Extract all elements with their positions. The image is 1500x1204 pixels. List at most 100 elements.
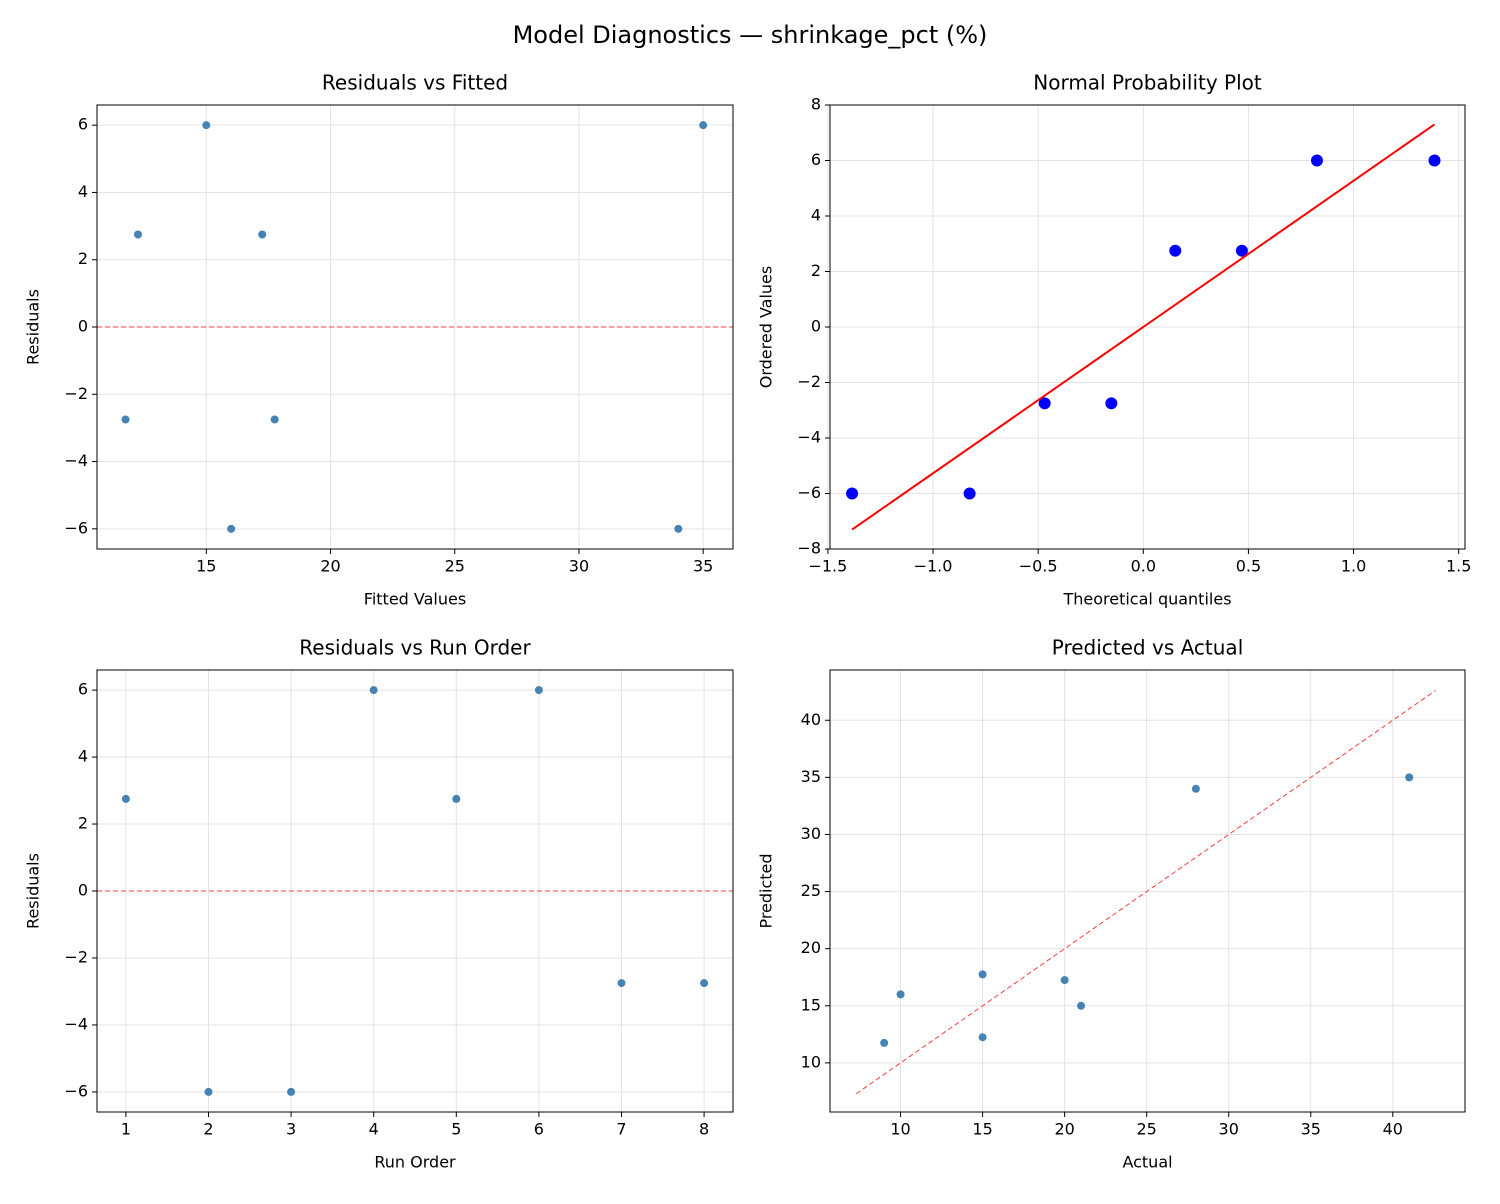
point — [1038, 397, 1051, 410]
x-tick-label: −1.0 — [914, 557, 953, 576]
x-tick-label: 40 — [1383, 1120, 1403, 1139]
x-axis-label: Actual — [1122, 1153, 1172, 1172]
subplot-title: Normal Probability Plot — [1033, 71, 1262, 95]
point — [978, 1033, 987, 1042]
y-tick-label: −2 — [64, 384, 88, 403]
point — [258, 230, 267, 239]
subplot-title: Residuals vs Fitted — [322, 71, 508, 95]
fit-line — [851, 123, 1436, 531]
point — [534, 686, 543, 695]
x-tick-label: 7 — [616, 1120, 626, 1139]
y-tick-label: 2 — [78, 814, 88, 833]
point — [1169, 244, 1182, 257]
x-tick-label: 5 — [451, 1120, 461, 1139]
point — [369, 686, 378, 695]
point — [963, 487, 976, 500]
x-tick-label: 30 — [569, 557, 589, 576]
point — [674, 524, 683, 533]
point — [1310, 154, 1323, 167]
y-tick-label: 0 — [811, 317, 821, 336]
y-tick-label: 20 — [801, 938, 821, 957]
x-tick-label: 0.0 — [1131, 557, 1156, 576]
y-tick-label: −6 — [64, 518, 88, 537]
point — [700, 979, 709, 988]
y-axis-label: Residuals — [24, 853, 43, 929]
x-axis-label: Fitted Values — [364, 590, 466, 609]
x-tick-label: 1 — [121, 1120, 131, 1139]
point — [1405, 773, 1414, 782]
y-tick-label: 8 — [811, 95, 821, 114]
y-tick-label: 25 — [801, 881, 821, 900]
axes-frame — [96, 104, 734, 550]
y-tick-label: −8 — [797, 539, 821, 558]
subplot-title: Predicted vs Actual — [1052, 636, 1244, 660]
x-tick-label: −0.5 — [1019, 557, 1058, 576]
x-tick-label: 20 — [1054, 1120, 1074, 1139]
y-tick-label: 15 — [801, 995, 821, 1014]
point — [1105, 397, 1118, 410]
point — [1060, 976, 1069, 985]
x-tick-label: 15 — [196, 557, 216, 576]
x-tick-label: 25 — [445, 557, 465, 576]
y-tick-label: −6 — [797, 483, 821, 502]
x-tick-label: 0.5 — [1236, 557, 1261, 576]
point — [1077, 1001, 1086, 1010]
point — [121, 794, 130, 803]
y-axis-label: Predicted — [757, 853, 776, 928]
point — [133, 230, 142, 239]
point — [202, 121, 211, 130]
y-tick-label: 2 — [811, 261, 821, 280]
point — [880, 1038, 889, 1047]
y-tick-label: 4 — [78, 747, 88, 766]
point — [617, 979, 626, 988]
point — [227, 524, 236, 533]
y-tick-label: 30 — [801, 824, 821, 843]
x-tick-label: 1.5 — [1446, 557, 1471, 576]
figure-title: Model Diagnostics — shrinkage_pct (%) — [513, 21, 988, 49]
x-tick-label: −1.5 — [808, 557, 847, 576]
x-axis-label: Theoretical quantiles — [1062, 590, 1231, 609]
y-tick-label: 35 — [801, 767, 821, 786]
x-tick-label: 3 — [286, 1120, 296, 1139]
point — [846, 487, 859, 500]
y-axis-label: Ordered Values — [757, 266, 776, 388]
y-tick-label: 40 — [801, 710, 821, 729]
y-tick-label: 0 — [78, 881, 88, 900]
y-tick-label: 10 — [801, 1052, 821, 1071]
x-tick-label: 4 — [369, 1120, 379, 1139]
x-tick-label: 10 — [890, 1120, 910, 1139]
point — [1428, 154, 1441, 167]
x-tick-label: 25 — [1136, 1120, 1156, 1139]
x-tick-label: 8 — [699, 1120, 709, 1139]
point — [1191, 784, 1200, 793]
y-tick-label: 6 — [811, 150, 821, 169]
y-axis-label: Residuals — [24, 289, 43, 365]
point — [121, 415, 130, 424]
x-tick-label: 30 — [1219, 1120, 1239, 1139]
subplot-title: Residuals vs Run Order — [299, 636, 531, 660]
y-tick-label: 0 — [78, 317, 88, 336]
point — [270, 415, 279, 424]
point — [699, 121, 708, 130]
y-tick-label: 2 — [78, 249, 88, 268]
y-tick-label: −6 — [64, 1081, 88, 1100]
axes-frame — [829, 669, 1466, 1113]
point — [896, 990, 905, 999]
y-tick-label: −4 — [797, 428, 821, 447]
point — [204, 1087, 213, 1096]
fit-line — [855, 690, 1436, 1095]
axes-frame — [829, 104, 1466, 550]
x-tick-label: 20 — [320, 557, 340, 576]
x-tick-label: 1.0 — [1341, 557, 1366, 576]
point — [978, 970, 987, 979]
y-tick-label: −2 — [64, 947, 88, 966]
axes-frame — [96, 669, 734, 1113]
y-tick-label: 4 — [811, 206, 821, 225]
x-axis-label: Run Order — [374, 1153, 456, 1172]
y-tick-label: −2 — [797, 372, 821, 391]
x-tick-label: 6 — [534, 1120, 544, 1139]
x-tick-label: 35 — [693, 557, 713, 576]
